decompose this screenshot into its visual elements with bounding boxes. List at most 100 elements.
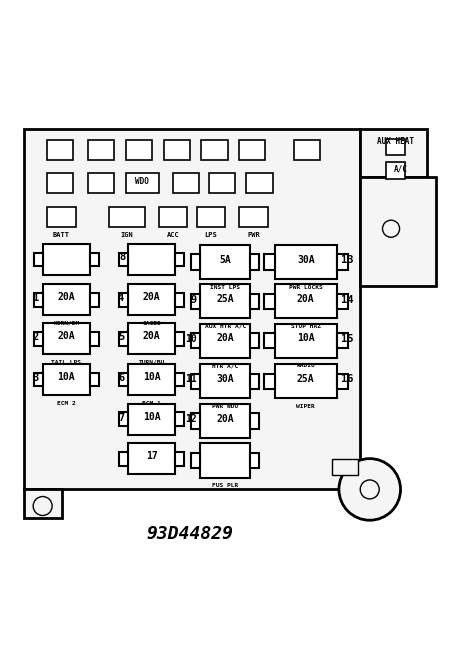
Bar bbox=[128, 284, 175, 315]
Bar bbox=[119, 452, 128, 466]
Text: 13: 13 bbox=[341, 254, 354, 264]
Text: 1: 1 bbox=[33, 294, 39, 304]
Bar bbox=[109, 207, 145, 227]
Text: ECM 1: ECM 1 bbox=[142, 400, 161, 406]
Bar bbox=[275, 245, 337, 279]
Bar bbox=[128, 443, 175, 474]
Bar bbox=[239, 140, 265, 160]
Bar bbox=[47, 140, 73, 160]
Bar bbox=[119, 252, 128, 266]
Bar bbox=[43, 323, 90, 354]
Bar bbox=[250, 294, 259, 309]
Bar bbox=[337, 333, 347, 348]
Bar bbox=[200, 324, 250, 358]
Bar bbox=[200, 364, 250, 398]
Bar bbox=[24, 490, 62, 518]
Text: A/C: A/C bbox=[393, 164, 408, 173]
Bar bbox=[175, 332, 184, 346]
Text: 6: 6 bbox=[118, 373, 124, 383]
Bar bbox=[34, 372, 43, 386]
Bar bbox=[332, 459, 358, 476]
Text: GAGES: GAGES bbox=[142, 321, 161, 326]
Text: PWR: PWR bbox=[247, 232, 260, 238]
Text: 7: 7 bbox=[118, 413, 124, 423]
Bar bbox=[175, 412, 184, 426]
Bar bbox=[264, 333, 275, 348]
Bar bbox=[43, 244, 90, 275]
Text: 93D44829: 93D44829 bbox=[146, 525, 233, 543]
Bar bbox=[191, 414, 200, 429]
Bar bbox=[126, 140, 152, 160]
Bar bbox=[34, 332, 43, 346]
Text: 8: 8 bbox=[119, 252, 126, 262]
Bar bbox=[126, 173, 159, 193]
Text: 16: 16 bbox=[341, 374, 354, 384]
Text: PWR WDO: PWR WDO bbox=[212, 404, 238, 409]
Text: AUX HEAT: AUX HEAT bbox=[377, 137, 414, 146]
Bar bbox=[337, 374, 347, 389]
Bar bbox=[275, 324, 337, 358]
Bar bbox=[250, 333, 259, 348]
Bar bbox=[264, 254, 275, 270]
Text: 11: 11 bbox=[185, 374, 197, 384]
Bar bbox=[337, 294, 347, 309]
Bar bbox=[175, 293, 184, 307]
Bar bbox=[164, 140, 190, 160]
Bar bbox=[173, 173, 199, 193]
Text: FUS PLR: FUS PLR bbox=[212, 484, 238, 488]
Text: TURN/BU: TURN/BU bbox=[138, 360, 165, 365]
Text: 5A: 5A bbox=[219, 254, 231, 264]
Text: 15: 15 bbox=[341, 334, 354, 344]
Bar bbox=[191, 374, 200, 389]
Bar bbox=[47, 207, 76, 227]
Text: 25A: 25A bbox=[297, 374, 315, 384]
Bar bbox=[90, 293, 99, 307]
Bar bbox=[386, 139, 405, 155]
Bar bbox=[128, 323, 175, 354]
Circle shape bbox=[33, 497, 52, 515]
Text: 10A: 10A bbox=[297, 333, 315, 343]
Bar bbox=[88, 173, 114, 193]
Text: 20A: 20A bbox=[57, 331, 75, 341]
Text: STOP HAZ: STOP HAZ bbox=[291, 324, 321, 329]
Bar bbox=[34, 252, 43, 266]
Text: TAIL LPS: TAIL LPS bbox=[51, 360, 82, 365]
Bar bbox=[191, 453, 200, 468]
Text: AUX HTR A/C: AUX HTR A/C bbox=[204, 324, 246, 329]
Bar bbox=[200, 404, 250, 438]
Bar bbox=[264, 374, 275, 389]
Bar bbox=[239, 207, 268, 227]
Text: PWR LOCKS: PWR LOCKS bbox=[289, 284, 323, 290]
Bar bbox=[264, 294, 275, 309]
Text: 20A: 20A bbox=[216, 414, 234, 424]
Text: 2: 2 bbox=[33, 332, 39, 342]
Bar bbox=[119, 372, 128, 386]
Bar bbox=[250, 453, 259, 468]
Bar bbox=[128, 364, 175, 395]
Bar bbox=[250, 374, 259, 389]
Bar bbox=[43, 364, 90, 395]
Bar bbox=[90, 332, 99, 346]
Text: 20A: 20A bbox=[297, 294, 315, 304]
Bar bbox=[200, 444, 250, 478]
Text: 12: 12 bbox=[185, 414, 197, 424]
Text: INST LPS: INST LPS bbox=[210, 284, 240, 290]
Circle shape bbox=[383, 220, 400, 237]
Text: 10A: 10A bbox=[143, 372, 161, 382]
Text: 3: 3 bbox=[33, 373, 39, 383]
Text: ECM 2: ECM 2 bbox=[57, 400, 76, 406]
Bar bbox=[119, 293, 128, 307]
Bar bbox=[201, 140, 228, 160]
Circle shape bbox=[360, 480, 379, 499]
Bar bbox=[246, 173, 273, 193]
Text: 20A: 20A bbox=[143, 292, 161, 302]
Text: 14: 14 bbox=[341, 295, 354, 305]
Bar bbox=[197, 207, 225, 227]
Text: RADIO: RADIO bbox=[296, 364, 315, 368]
Bar bbox=[175, 252, 184, 266]
Text: WDO: WDO bbox=[135, 177, 149, 186]
Text: 30A: 30A bbox=[297, 254, 315, 264]
Bar bbox=[175, 452, 184, 466]
Bar bbox=[90, 252, 99, 266]
Bar bbox=[200, 284, 250, 318]
